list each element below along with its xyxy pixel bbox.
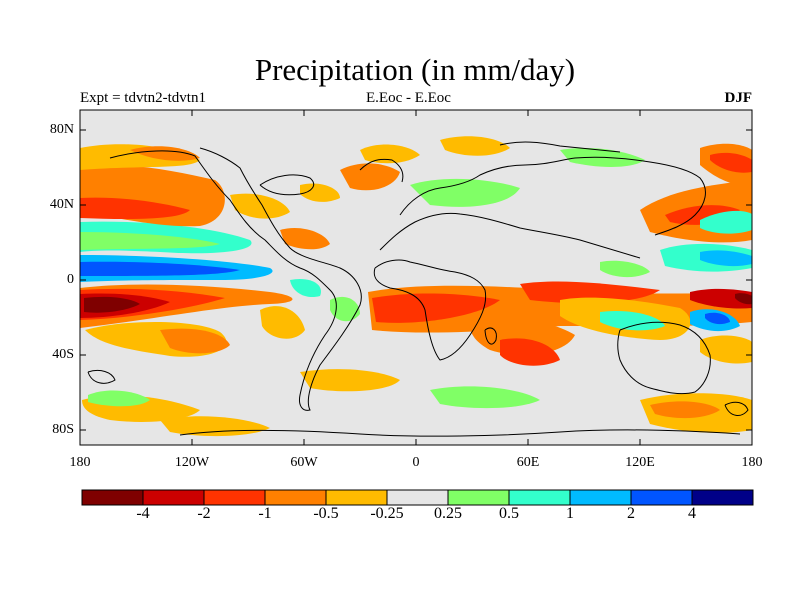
colorbar-swatch (569, 489, 632, 506)
lat-tick-label: 80N (49, 122, 74, 137)
colorbar-swatch (508, 489, 571, 506)
colorbar-label: 4 (688, 505, 696, 522)
comparison-label: E.Eoc - E.Eoc (366, 90, 451, 106)
coastlines (87, 141, 749, 437)
colorbar-swatch (325, 489, 388, 506)
colorbar-swatch (630, 489, 693, 506)
colorbar-label: -0.25 (370, 505, 404, 522)
colorbar (81, 489, 754, 506)
colorbar-swatch (691, 489, 754, 506)
colorbar-swatch (264, 489, 327, 506)
lon-tick-label: 60W (290, 455, 318, 470)
colorbar-swatch (386, 489, 449, 506)
colorbar-swatch (81, 489, 144, 506)
lon-tick-label: 60E (516, 455, 540, 470)
precip-anomaly-fields (80, 136, 752, 437)
lat-tick-label: 80S (52, 422, 74, 437)
colorbar-label: 2 (627, 505, 635, 522)
lon-tick-label: 180 (741, 455, 763, 470)
lat-tick-label: 40S (52, 347, 74, 362)
colorbar-label: -0.5 (313, 505, 339, 522)
colorbar-label: -2 (197, 505, 211, 522)
plot-title: Precipitation (in mm/day) (254, 52, 576, 87)
colorbar-label: -4 (136, 505, 150, 522)
colorbar-label: -1 (258, 505, 272, 522)
lon-tick-label: 120W (174, 455, 210, 470)
axis-ticks (79, 110, 753, 445)
lon-tick-label: 120E (625, 455, 655, 470)
colorbar-swatch (142, 489, 205, 506)
season-label: DJF (724, 90, 753, 106)
experiment-label: Expt = tdvtn2-tdvtn1 (80, 90, 206, 106)
colorbar-label: 0.25 (434, 505, 462, 522)
lon-tick-label: 180 (69, 455, 91, 470)
lon-tick-label: 0 (412, 455, 420, 470)
colorbar-swatch (447, 489, 510, 506)
colorbar-swatch (203, 489, 266, 506)
colorbar-label: 1 (566, 505, 574, 522)
lat-tick-label: 0 (67, 272, 74, 287)
colorbar-label: 0.5 (499, 505, 519, 522)
lat-tick-label: 40N (49, 197, 74, 212)
